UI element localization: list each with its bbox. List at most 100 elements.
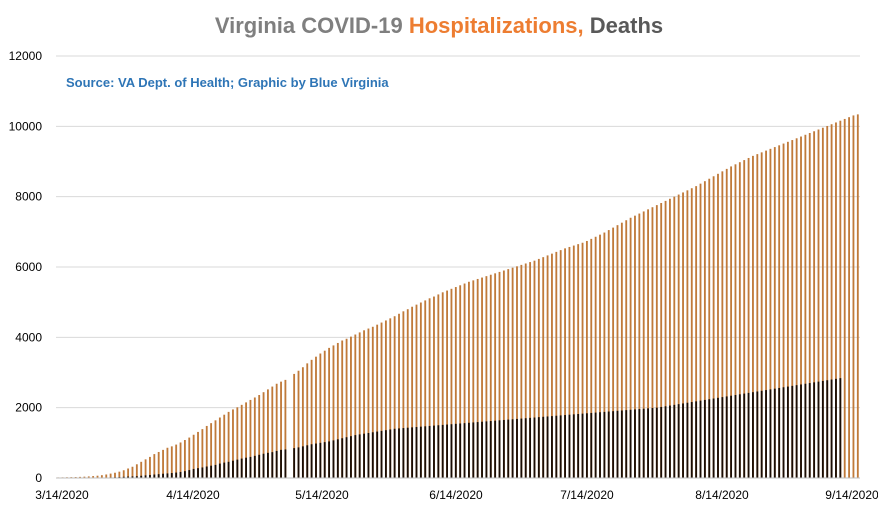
deaths-bar — [131, 476, 134, 478]
deaths-bar — [463, 423, 466, 478]
deaths-bar — [301, 446, 304, 478]
hospitalizations-bar — [227, 411, 230, 478]
hospitalizations-bar — [572, 245, 575, 478]
deaths-bar — [310, 444, 313, 478]
deaths-bar — [485, 421, 488, 478]
deaths-bar — [489, 421, 492, 478]
deaths-bar — [275, 450, 278, 478]
deaths-bar — [717, 397, 719, 478]
hospitalizations-bar — [402, 311, 405, 478]
deaths-bar — [647, 408, 649, 478]
deaths-bar — [232, 460, 234, 478]
hospitalizations-bar — [153, 454, 156, 478]
deaths-bar — [166, 473, 169, 478]
hospitalizations-bar — [655, 205, 658, 479]
hospitalizations-bar — [183, 440, 186, 478]
deaths-bar — [371, 432, 374, 478]
hospitalizations-bar — [616, 225, 619, 478]
y-axis-ticks: 0 2000 4000 6000 8000 10000 12000 — [9, 49, 43, 485]
deaths-bar — [542, 416, 545, 478]
deaths-bar — [703, 399, 706, 478]
hospitalizations-bar — [568, 246, 571, 478]
hospitalizations-bar — [808, 133, 811, 478]
hospitalizations-bar — [306, 363, 309, 478]
deaths-bar — [149, 474, 151, 478]
deaths-bar — [175, 472, 178, 478]
deaths-bar — [402, 428, 405, 478]
hospitalizations-bar — [839, 120, 842, 479]
deaths-bar — [197, 468, 199, 478]
hospitalizations-bar — [323, 350, 326, 478]
hospitalizations-bar — [188, 437, 191, 478]
deaths-bar — [267, 452, 269, 478]
hospitalizations-bar — [205, 425, 208, 478]
deaths-bar — [157, 474, 160, 478]
deaths-bar — [433, 425, 435, 478]
deaths-bar — [808, 383, 811, 478]
hospitalizations-bar — [765, 150, 767, 478]
hospitalizations-bar — [717, 173, 719, 478]
hospitalizations-bar — [638, 213, 641, 479]
deaths-bar — [529, 417, 532, 478]
hospitalizations-bar — [682, 192, 684, 478]
deaths-bar — [271, 452, 274, 478]
hospitalizations-bar — [157, 451, 160, 478]
hospitalizations-bar — [393, 316, 396, 478]
hospitalizations-bar — [166, 447, 169, 478]
deaths-bar — [376, 431, 379, 478]
hospitalizations-bar — [620, 222, 623, 478]
hospitalizations-bar — [537, 258, 540, 478]
hospitalizations-bar — [555, 251, 558, 478]
hospitalizations-bar — [756, 154, 759, 478]
chart-subtitle: Source: VA Dept. of Health; Graphic by B… — [66, 75, 389, 90]
deaths-bar — [249, 456, 252, 478]
hospitalizations-bar — [232, 409, 234, 478]
hospitalizations-bar — [218, 417, 221, 478]
deaths-bar — [446, 424, 448, 478]
hospitalizations-bar — [175, 444, 178, 478]
hospitalizations-bar — [577, 244, 580, 478]
hospitalizations-bar — [660, 203, 663, 478]
deaths-bar — [756, 391, 759, 478]
deaths-bar — [511, 419, 514, 478]
deaths-bar — [140, 475, 143, 478]
deaths-bar — [555, 415, 558, 478]
hospitalizations-bar — [852, 115, 855, 479]
deaths-bar — [699, 400, 702, 478]
deaths-bar — [214, 464, 217, 478]
deaths-bar — [297, 447, 300, 478]
hospitalizations-bar — [730, 166, 733, 479]
deaths-bar — [363, 433, 365, 478]
deaths-bar — [122, 476, 125, 478]
deaths-bar — [240, 458, 243, 478]
hospitalizations-bar — [686, 190, 689, 478]
deaths-bar — [677, 404, 680, 478]
deaths-bar — [708, 399, 711, 478]
deaths-bar — [804, 383, 807, 478]
deaths-bar — [673, 404, 676, 478]
hospitalizations-bar — [542, 257, 545, 478]
hospitalizations-bar — [773, 147, 776, 478]
deaths-bar — [498, 420, 501, 478]
hospitalizations-bar — [817, 129, 820, 478]
deaths-bar — [144, 475, 147, 478]
hospitalizations-bar — [703, 181, 706, 478]
deaths-bar — [332, 440, 335, 478]
hospitalizations-bar — [551, 253, 553, 478]
hospitalizations-bar — [380, 322, 383, 478]
deaths-bar — [188, 470, 191, 478]
hospitalizations-bar — [585, 240, 588, 478]
deaths-bar — [393, 428, 396, 478]
hospitalizations-bar — [114, 472, 116, 478]
deaths-bar — [752, 392, 754, 478]
hospitalizations-bar — [769, 148, 772, 478]
hospitalizations-bar — [804, 134, 807, 478]
hospitalizations-bar — [524, 263, 527, 478]
deaths-bar — [354, 435, 357, 478]
hospitalizations-bar — [690, 188, 693, 479]
deaths-bar — [682, 403, 684, 478]
deaths-bar — [638, 409, 641, 478]
deaths-bar — [210, 465, 213, 478]
deaths-bar — [813, 382, 816, 478]
